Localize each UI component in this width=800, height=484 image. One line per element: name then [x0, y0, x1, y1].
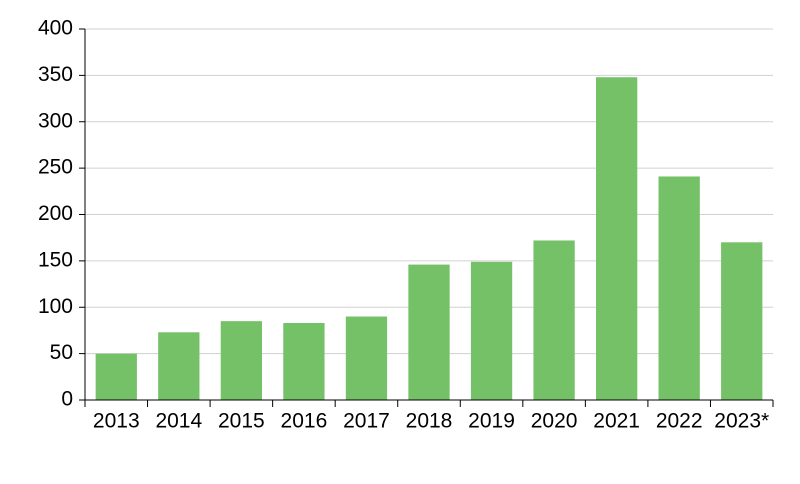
bar — [158, 332, 200, 400]
x-tick-label: 2018 — [406, 410, 453, 433]
y-tick-label: 300 — [38, 109, 73, 132]
y-tick-label: 200 — [38, 202, 73, 225]
y-tick-label: 400 — [38, 17, 73, 40]
y-tick-label: 0 — [61, 388, 73, 411]
bar — [220, 321, 263, 400]
y-tick-label: 250 — [38, 156, 73, 179]
x-tick-label: 2023* — [714, 410, 769, 433]
x-tick-label: 2015 — [218, 410, 265, 433]
bar — [95, 353, 137, 400]
y-tick-label: 350 — [38, 63, 73, 86]
x-tick-label: 2019 — [468, 410, 515, 433]
x-tick-label: 2013 — [93, 410, 140, 433]
bar — [345, 316, 388, 400]
y-tick-label: 50 — [50, 341, 73, 364]
bar — [408, 264, 450, 400]
bar — [721, 242, 763, 400]
y-tick-label: 150 — [38, 248, 73, 271]
x-tick-label: 2022 — [656, 410, 703, 433]
x-tick-label: 2014 — [155, 410, 202, 433]
x-tick-label: 2017 — [343, 410, 390, 433]
x-tick-label: 2021 — [593, 410, 640, 433]
x-tick-label: 2020 — [531, 410, 578, 433]
bar — [470, 261, 513, 400]
y-tick-label: 100 — [38, 295, 73, 318]
bar — [595, 77, 638, 400]
bar — [283, 323, 325, 400]
x-tick-label: 2016 — [281, 410, 328, 433]
bar — [533, 240, 575, 400]
bar — [658, 176, 700, 400]
